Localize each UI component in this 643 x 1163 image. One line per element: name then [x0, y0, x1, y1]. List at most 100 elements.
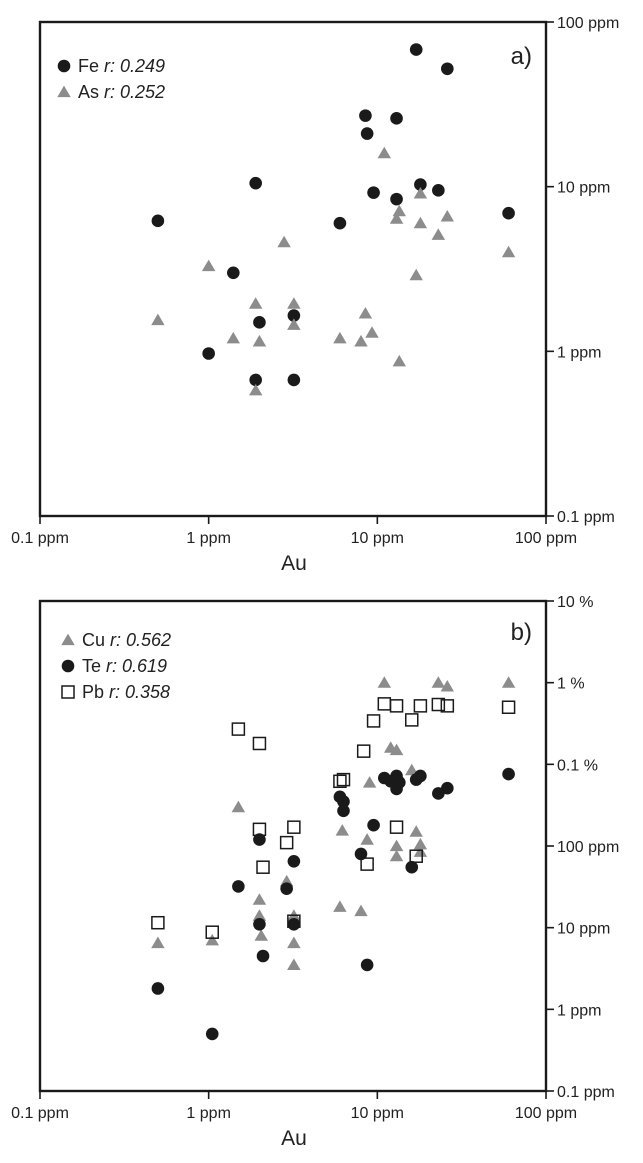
te-point — [337, 795, 350, 808]
te-point — [337, 804, 350, 818]
y-tick-label: 1 ppm — [557, 344, 601, 361]
x-axis-title: Au — [281, 1127, 307, 1150]
legend-entry-as: As r: 0.252 — [78, 82, 165, 102]
y-tick-label: 10 ppm — [557, 921, 610, 938]
legend-series-name: Cu — [82, 630, 110, 650]
te-point — [253, 917, 266, 931]
x-tick-label: 1 ppm — [186, 1105, 230, 1122]
panel-label: a) — [511, 43, 532, 70]
legend-correlation: r: 0.252 — [104, 82, 165, 102]
chart-panel-a: 0.1 ppm 1 ppm 10 ppm 100 ppm 100 ppm 10 ppm 1 … — [11, 15, 619, 575]
pb-point — [413, 699, 428, 713]
as-point — [249, 297, 263, 309]
x-tick-label: 100 ppm — [515, 1105, 577, 1122]
pb-point — [279, 835, 294, 850]
cu-point — [413, 837, 428, 850]
x-tick-label: 10 ppm — [351, 530, 404, 547]
cu-point — [377, 676, 391, 688]
as-point — [377, 146, 391, 159]
as-point — [333, 331, 347, 344]
cu-point — [389, 849, 404, 862]
te-point — [280, 882, 293, 896]
panel-label: b) — [511, 619, 532, 646]
y-tick-label: 10 % — [557, 594, 593, 611]
te-point — [502, 767, 515, 781]
legend-marker-te — [61, 659, 75, 673]
cu-point — [431, 676, 446, 688]
series-te — [151, 767, 515, 1041]
cu-point — [252, 909, 267, 921]
pb-point — [336, 772, 351, 787]
as-point — [501, 245, 516, 258]
as-point — [409, 268, 423, 281]
y-tick-label: 1 % — [557, 676, 585, 693]
legend-marker-cu — [61, 633, 75, 646]
fe-point — [287, 373, 301, 387]
cu-point — [287, 936, 301, 949]
legend: Cu r: 0.562 Te r: 0.619 Pb r: 0.358 — [61, 630, 171, 702]
as-point — [358, 307, 373, 319]
fe-point — [287, 309, 301, 322]
as-point — [440, 210, 454, 222]
as-point — [226, 331, 240, 344]
legend-entry-cu: Cu r: 0.562 — [82, 630, 171, 650]
legend-entry-pb: Pb r: 0.358 — [82, 682, 170, 702]
pb-point — [360, 857, 374, 871]
y-tick-label: 0.1 ppm — [557, 509, 615, 526]
series-as — [151, 146, 516, 396]
te-point — [287, 854, 301, 868]
as-point — [392, 204, 406, 217]
te-point — [205, 1027, 219, 1041]
y-tick-label: 100 ppm — [557, 839, 619, 856]
te-point — [253, 833, 266, 846]
legend-marker-pb — [61, 685, 75, 699]
te-point — [393, 776, 406, 789]
te-point — [256, 949, 270, 963]
x-tick-label: 1 ppm — [186, 530, 230, 547]
fe-point — [359, 109, 372, 122]
cu-point — [254, 929, 268, 941]
legend-correlation: r: 0.249 — [104, 56, 165, 76]
fe-point — [409, 43, 423, 56]
series-pb — [151, 697, 516, 939]
te-point — [151, 982, 165, 995]
legend-correlation: r: 0.358 — [109, 682, 170, 702]
pb-point — [366, 714, 381, 728]
fe-point — [367, 186, 380, 199]
cu-point — [354, 904, 368, 917]
as-point — [389, 212, 404, 224]
cu-point — [287, 958, 301, 970]
pb-point — [231, 722, 246, 736]
cu-point — [252, 893, 267, 905]
x-tick-label: 10 ppm — [351, 1105, 404, 1122]
cu-point — [231, 800, 246, 813]
as-point — [287, 318, 301, 330]
y-tick-label: 0.1 ppm — [557, 1084, 615, 1101]
te-point — [414, 769, 427, 783]
as-point — [431, 228, 446, 240]
fe-point — [249, 373, 262, 387]
te-point — [287, 917, 301, 931]
legend-series-name: Te — [82, 656, 106, 676]
pb-point — [377, 697, 392, 711]
pb-point — [501, 700, 516, 715]
fe-point — [202, 347, 215, 360]
pb-point — [151, 915, 165, 930]
fe-point — [441, 62, 454, 76]
cu-point — [413, 845, 428, 857]
as-point — [287, 297, 301, 309]
te-point — [441, 781, 454, 795]
te-point — [405, 860, 419, 874]
fe-point — [360, 127, 374, 140]
cu-point — [360, 833, 374, 845]
as-point — [277, 235, 291, 248]
series-fe — [151, 43, 515, 387]
pb-point — [405, 713, 419, 727]
legend-correlation: r: 0.619 — [106, 656, 167, 676]
y-tick-label: 0.1 % — [557, 757, 598, 774]
pb-point — [287, 820, 301, 834]
as-point — [252, 334, 267, 347]
pb-point — [356, 744, 371, 758]
